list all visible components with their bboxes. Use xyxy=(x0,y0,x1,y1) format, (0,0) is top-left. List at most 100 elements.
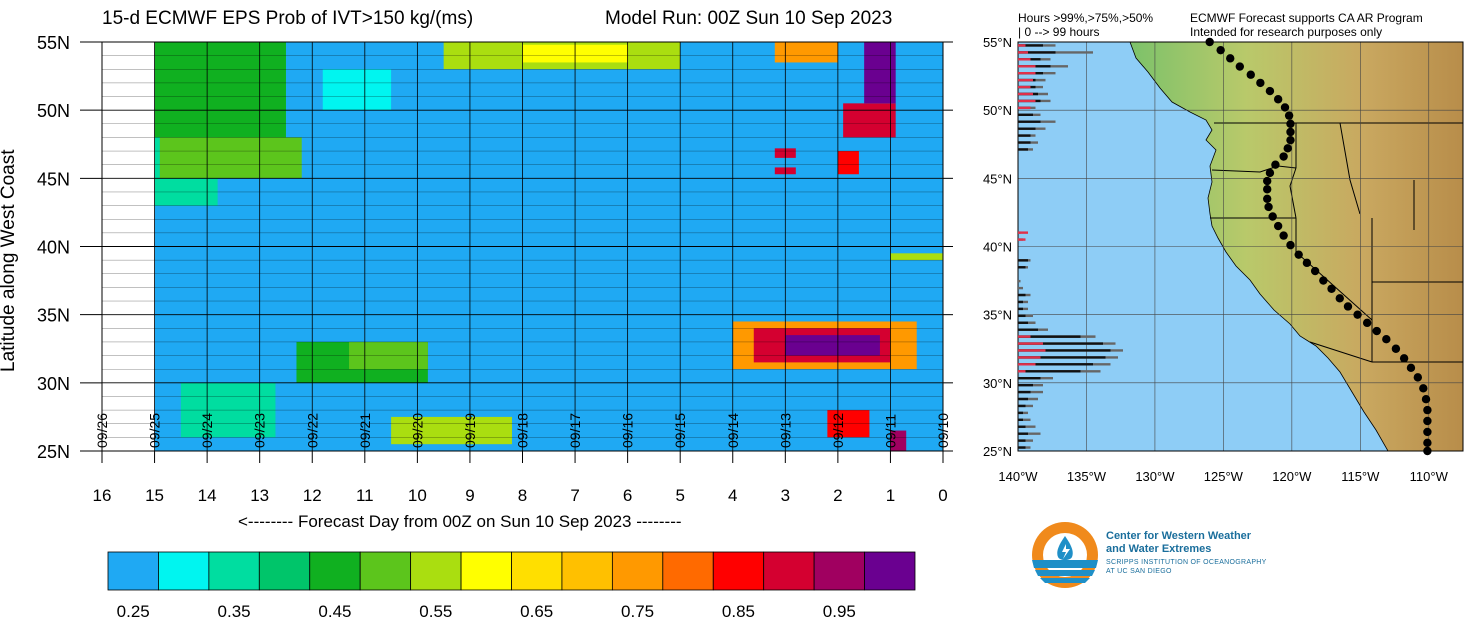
ca-mx-border xyxy=(1309,341,1373,363)
colorbar-label: 0.85 xyxy=(722,602,755,621)
logo-line-4: AT UC SAN DIEGO xyxy=(1106,568,1172,575)
colorbar-swatch xyxy=(712,551,765,591)
coast-point xyxy=(1343,302,1353,311)
coast-point xyxy=(1256,78,1265,88)
colorbar-swatch xyxy=(561,551,613,591)
coast-point xyxy=(1286,240,1295,250)
coast-point xyxy=(1284,111,1294,120)
x-tick-label: 15 xyxy=(145,486,164,505)
map-lon-label: 130°W xyxy=(1135,469,1175,484)
coast-point xyxy=(1265,86,1275,96)
date-label: 09/13 xyxy=(777,413,793,448)
coast-point xyxy=(1286,135,1295,145)
x-tick-label: 4 xyxy=(728,486,737,505)
id-mt-border xyxy=(1339,122,1361,215)
colorbar-swatch xyxy=(410,551,462,591)
coast-point xyxy=(1294,250,1303,259)
coast-point xyxy=(1263,185,1272,194)
colorbar-label: 0.55 xyxy=(419,602,452,621)
coast-point xyxy=(1413,373,1423,382)
coast-point xyxy=(1353,310,1362,319)
date-label: 09/24 xyxy=(199,413,215,448)
colorbar-swatch xyxy=(158,551,210,591)
map-lon-label: 120°W xyxy=(1272,469,1312,484)
coast-point xyxy=(1283,144,1292,153)
colorbar-label: 0.95 xyxy=(823,602,856,621)
date-label: 09/10 xyxy=(935,413,951,448)
coast-point xyxy=(1263,194,1272,203)
or-id-border xyxy=(1289,167,1297,219)
heatmap-region xyxy=(774,42,838,63)
coast-point xyxy=(1335,294,1344,303)
heatmap-region xyxy=(890,253,943,261)
date-label: 09/15 xyxy=(672,413,688,448)
x-tick-label: 1 xyxy=(886,486,895,505)
coast-point xyxy=(1423,446,1432,456)
y-tick-label: 50N xyxy=(37,101,70,121)
x-tick-label: 8 xyxy=(518,486,527,505)
colorbar-swatch xyxy=(309,551,361,591)
x-tick-label: 3 xyxy=(781,486,790,505)
heatmap-region xyxy=(890,430,907,451)
logo-line-3: SCRIPPS INSTITUTION OF OCEANOGRAPHY xyxy=(1106,559,1267,566)
coast-point xyxy=(1216,45,1225,55)
colorbar-swatch xyxy=(662,551,714,591)
map-lat-label: 30°N xyxy=(983,376,1012,391)
coast-point xyxy=(1423,427,1432,437)
coast-point xyxy=(1279,152,1288,161)
coast-point xyxy=(1327,284,1336,293)
disclaimer-note: Intended for research purposes only xyxy=(1190,25,1383,39)
coast-point xyxy=(1310,266,1320,276)
map-lat-label: 55°N xyxy=(983,35,1012,50)
x-tick-label: 2 xyxy=(833,486,842,505)
heatmap-region xyxy=(837,151,859,175)
date-label: 09/26 xyxy=(94,413,110,448)
colorbar-label: 0.25 xyxy=(117,602,150,621)
x-tick-label: 11 xyxy=(356,486,374,505)
hours-legend-title: Hours >99%,>75%,>50% xyxy=(1018,11,1154,25)
date-label: 09/23 xyxy=(252,413,268,448)
coast-point xyxy=(1235,62,1245,71)
map-lat-label: 25°N xyxy=(983,444,1012,459)
date-label: 09/18 xyxy=(515,413,531,448)
map-lon-label: 140°W xyxy=(998,469,1038,484)
colorbar-swatch xyxy=(813,551,865,591)
colorbar-swatch xyxy=(107,551,159,591)
coast-point xyxy=(1391,344,1401,353)
coast-point xyxy=(1423,405,1432,415)
coast-point xyxy=(1263,176,1272,186)
colorbar-swatch xyxy=(511,551,563,591)
x-axis-label: <-------- Forecast Day from 00Z on Sun 1… xyxy=(238,512,682,531)
coast-point xyxy=(1382,335,1391,344)
colorbar-swatch xyxy=(460,551,512,591)
date-label: 09/19 xyxy=(462,413,478,448)
colorbar-label: 0.65 xyxy=(520,602,553,621)
coast-point xyxy=(1286,127,1295,137)
coast-point xyxy=(1399,354,1409,363)
colorbar-swatch xyxy=(258,551,311,591)
x-tick-label: 14 xyxy=(198,486,217,505)
x-tick-label: 5 xyxy=(675,486,684,505)
date-label: 09/12 xyxy=(830,413,846,448)
colorbar: 0.25 0.35 0.45 0.55 0.65 0.75 0.85 0.95 xyxy=(107,551,916,621)
heatmap-region xyxy=(322,69,392,111)
coast-point xyxy=(1226,54,1235,63)
coast-point xyxy=(1372,326,1381,336)
coast-point xyxy=(1406,363,1416,373)
cw3e-logo xyxy=(1030,520,1100,590)
coast-point xyxy=(1419,384,1428,393)
x-tick-label: 10 xyxy=(408,486,427,505)
colorbar-swatch xyxy=(763,551,815,591)
x-tick-label: 6 xyxy=(623,486,632,505)
map-lon-label: 115°W xyxy=(1341,469,1380,484)
west-coast-map: 140°W 135°W 130°W 125°W 120°W 115°W 110°W 25°N 3… xyxy=(983,35,1464,484)
coast-point xyxy=(1279,231,1288,240)
y-tick-label: 40N xyxy=(37,238,70,258)
date-label: 09/14 xyxy=(725,413,741,448)
date-label: 09/20 xyxy=(409,413,425,448)
colorbar-label: 0.35 xyxy=(218,602,251,621)
x-tick-label: 16 xyxy=(93,486,112,505)
colorbar-swatch xyxy=(611,551,664,591)
chart-title: 15-d ECMWF EPS Prob of IVT>150 kg/(ms) xyxy=(102,8,474,29)
colorbar-label: 0.75 xyxy=(621,602,654,621)
